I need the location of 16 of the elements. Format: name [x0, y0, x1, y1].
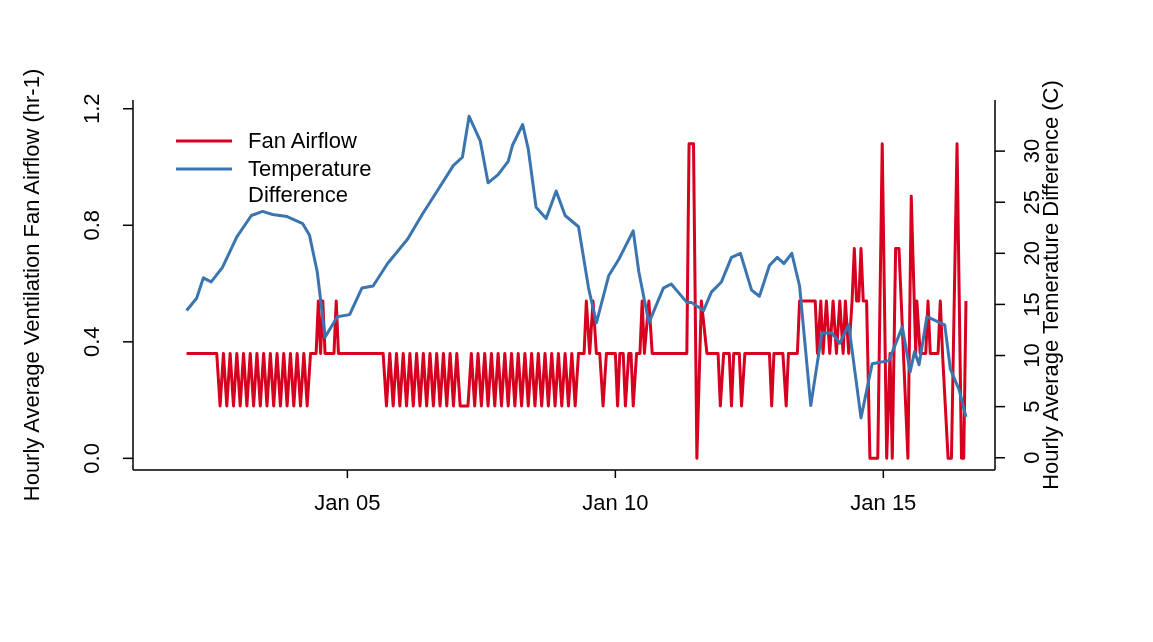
legend-label: Temperature Difference	[248, 156, 373, 208]
y-tick-label: 0.8	[79, 209, 104, 241]
y2-tick-label: 15	[1019, 292, 1044, 317]
y2-tick-label: 5	[1019, 400, 1044, 413]
y-tick-label: 0.4	[79, 326, 104, 358]
y-axis-title: Hourly Average Ventilation Fan Airflow (hr-1)	[18, 68, 44, 502]
y2-tick-label: 0	[1019, 451, 1044, 464]
y-tick-label: 1.2	[79, 93, 104, 125]
x-tick-label: Jan 05	[314, 490, 381, 515]
legend-label: Fan Airflow	[248, 128, 358, 154]
y-tick-label: 0.0	[79, 443, 104, 474]
x-tick-label: Jan 10	[582, 490, 649, 515]
y2-tick-label: 30	[1019, 138, 1044, 164]
y2-tick-label: 20	[1019, 241, 1044, 266]
y2-tick-label: 10	[1019, 343, 1044, 368]
x-tick-label: Jan 15	[850, 490, 917, 515]
